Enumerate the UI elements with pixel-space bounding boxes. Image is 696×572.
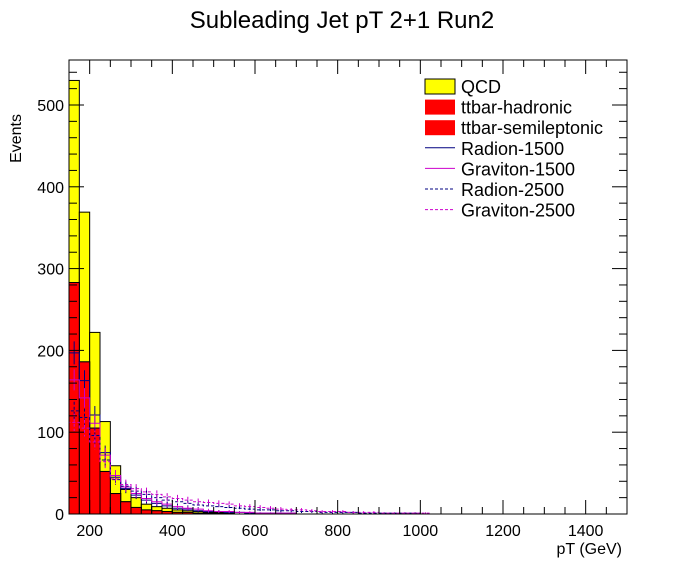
bar-ttbar-semileptonic <box>109 493 122 515</box>
legend-item-graviton-2500: Graviton-2500 <box>425 201 575 221</box>
x-tick-label: 600 <box>242 523 269 540</box>
overlay-radion-1500 <box>68 341 441 515</box>
y-tick-label: 500 <box>37 98 64 115</box>
legend-swatch <box>424 78 456 95</box>
plot-frame <box>68 59 628 515</box>
legend-label: Graviton-1500 <box>461 159 575 179</box>
legend-label: Graviton-2500 <box>461 201 575 221</box>
x-tick-label: 200 <box>76 523 103 540</box>
legend-item-ttbar-semileptonic: ttbar-semileptonic <box>425 118 603 138</box>
bar-ttbar-semileptonic <box>120 501 132 515</box>
y-axis: 0 100 200 300 400 500 <box>37 71 627 524</box>
stacked-histograms <box>68 79 235 515</box>
legend-label: Radion-1500 <box>461 139 564 159</box>
bar-ttbar-semileptonic <box>99 470 111 515</box>
x-tick-label: 400 <box>159 523 186 540</box>
y-tick-label: 400 <box>37 180 64 197</box>
chart-title: Subleading Jet pT 2+1 Run2 <box>190 7 494 34</box>
bar-ttbar-semileptonic <box>140 509 153 515</box>
legend-item-ttbar-hadronic: ttbar-hadronic <box>425 98 572 118</box>
legend-item-radion-2500: Radion-2500 <box>425 180 564 200</box>
legend-swatch <box>425 120 455 136</box>
y-tick-label: 0 <box>55 507 64 524</box>
legend-label: QCD <box>461 77 501 97</box>
line-graviton-2500 <box>68 421 441 515</box>
overlay-graviton-2500 <box>68 413 441 515</box>
legend: QCDttbar-hadronicttbar-semileptonicRadio… <box>424 77 603 221</box>
x-tick-label: 1200 <box>485 523 521 540</box>
legend-label: ttbar-hadronic <box>461 98 572 118</box>
x-tick-label: 800 <box>324 523 351 540</box>
legend-swatch <box>425 99 455 115</box>
bar-ttbar-semileptonic <box>130 506 142 515</box>
x-tick-label: 1000 <box>403 523 439 540</box>
y-tick-label: 200 <box>37 343 64 360</box>
y-axis-label: Events <box>8 114 25 163</box>
x-axis-label: pT (GeV) <box>557 541 623 558</box>
x-tick-label: 1400 <box>568 523 604 540</box>
legend-item-graviton-1500: Graviton-1500 <box>425 159 575 179</box>
y-tick-label: 300 <box>37 262 64 279</box>
plot-area <box>68 79 441 515</box>
y-tick-label: 100 <box>37 425 64 442</box>
legend-item-radion-1500: Radion-1500 <box>425 139 564 159</box>
signal-overlays <box>68 341 441 515</box>
legend-label: Radion-2500 <box>461 180 564 200</box>
legend-item-qcd: QCD <box>424 77 501 97</box>
x-axis: 200 400 600 800 1000 1200 1400 <box>68 60 628 540</box>
legend-label: ttbar-semileptonic <box>461 118 603 138</box>
